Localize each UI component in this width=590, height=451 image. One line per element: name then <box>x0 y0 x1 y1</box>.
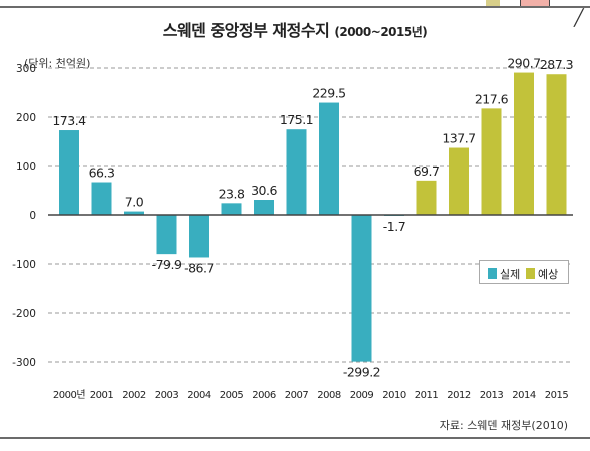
x-tick-label: 2007 <box>285 390 309 401</box>
y-tick-label: -200 <box>12 308 36 320</box>
y-tick-label: 0 <box>29 210 36 222</box>
legend: 실제 예상 <box>479 260 569 284</box>
x-tick-label: 2010 <box>382 390 406 401</box>
data-label: -1.7 <box>383 219 405 234</box>
bar-actual <box>221 203 242 215</box>
bar-actual <box>156 215 177 255</box>
bar-forecast <box>416 180 437 215</box>
decorative-tab <box>486 0 500 6</box>
data-label: -86.7 <box>184 260 214 275</box>
bar-actual <box>254 200 274 215</box>
data-label: 290.7 <box>507 56 540 71</box>
unit-label: (단위: 천억원) <box>24 57 91 70</box>
legend-label-forecast: 예상 <box>538 268 559 281</box>
bar-forecast <box>481 108 502 215</box>
bar-actual <box>91 182 112 215</box>
x-tick-label: 2002 <box>122 390 146 401</box>
bar-actual <box>286 129 307 215</box>
decorative-tab <box>520 0 550 6</box>
x-tick-label: 2012 <box>447 390 471 401</box>
data-label: 137.7 <box>442 131 475 146</box>
x-tick-label: 2015 <box>545 390 569 401</box>
bar-actual <box>351 215 372 362</box>
data-label: -299.2 <box>343 365 380 380</box>
x-tick-label: 2008 <box>317 390 341 401</box>
x-tick-label: 2001 <box>90 390 114 401</box>
legend-label-actual: 실제 <box>500 268 521 281</box>
y-tick-label: 100 <box>16 161 36 173</box>
pencil-mark-icon: ╱ <box>574 8 584 27</box>
x-tick-label: 2005 <box>220 390 244 401</box>
chart-title: 스웨덴 중앙정부 재정수지 (2000~2015년) <box>0 17 590 41</box>
bar-forecast <box>449 147 469 215</box>
chart-title-range: (2000~2015년) <box>334 25 428 39</box>
x-tick-label: 2000년 <box>53 389 85 401</box>
data-label: -79.9 <box>152 257 182 272</box>
legend-swatch-actual <box>488 268 497 279</box>
data-label: 287.3 <box>540 57 573 72</box>
bar-actual <box>319 102 339 215</box>
x-tick-label: 2011 <box>415 390 439 401</box>
y-tick-label: -100 <box>12 259 36 271</box>
x-tick-label: 2006 <box>252 390 276 401</box>
data-label: 175.1 <box>280 112 313 127</box>
x-tick-label: 2009 <box>350 390 374 401</box>
chart-title-main: 스웨덴 중앙정부 재정수지 <box>162 21 330 40</box>
top-rule <box>0 6 590 8</box>
x-tick-label: 2003 <box>155 390 179 401</box>
data-label: 229.5 <box>312 86 345 101</box>
y-tick-label: 200 <box>16 112 36 124</box>
source-note: 자료: 스웨덴 재정부(2010) <box>439 419 568 432</box>
data-label: 66.3 <box>89 166 115 181</box>
data-label: 23.8 <box>219 186 245 201</box>
bar-actual <box>59 130 79 215</box>
data-label: 7.0 <box>125 195 144 210</box>
x-tick-label: 2004 <box>187 390 211 401</box>
bottom-rule <box>0 437 590 439</box>
data-label: 69.7 <box>414 164 440 179</box>
data-label: 30.6 <box>251 183 277 198</box>
legend-swatch-forecast <box>526 268 535 279</box>
bar-forecast <box>546 74 567 216</box>
legend-item-actual: 실제 <box>488 266 520 282</box>
data-label: 217.6 <box>475 91 509 106</box>
y-tick-label: -300 <box>12 357 36 369</box>
bar-actual <box>124 211 144 215</box>
bar-forecast <box>514 72 534 215</box>
y-tick-label: 300 <box>16 63 36 75</box>
x-tick-label: 2014 <box>512 390 536 401</box>
bar-actual <box>189 215 209 258</box>
data-label: 173.4 <box>52 113 86 128</box>
x-tick-label: 2013 <box>480 390 504 401</box>
legend-item-forecast: 예상 <box>526 266 558 282</box>
